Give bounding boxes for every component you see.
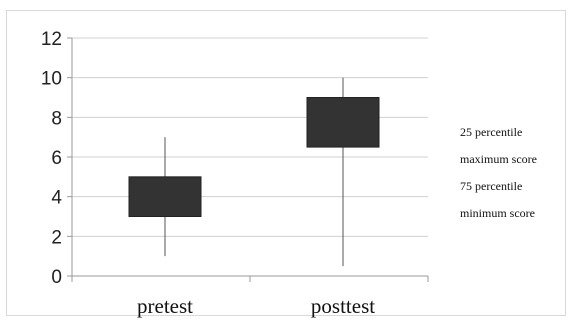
legend-entry: minimum score bbox=[460, 206, 535, 220]
y-tick-label: 8 bbox=[51, 108, 62, 129]
y-tick-labels: 0 2 4 6 8 10 12 bbox=[41, 29, 63, 288]
legend-entry: 75 percentile bbox=[460, 179, 522, 193]
y-tick-label: 4 bbox=[51, 188, 62, 209]
posttest-box bbox=[306, 97, 380, 148]
chart-frame bbox=[6, 10, 566, 316]
x-tick-label-posttest: posttest bbox=[311, 294, 375, 318]
pretest-box bbox=[128, 176, 202, 217]
legend: 25 percentile maximum score 75 percentile m… bbox=[460, 125, 537, 220]
x-tick-label-pretest: pretest bbox=[137, 294, 193, 318]
legend-entry: maximum score bbox=[460, 152, 537, 166]
y-tick-label: 6 bbox=[51, 148, 62, 169]
axes bbox=[67, 37, 429, 282]
boxes bbox=[128, 77, 380, 267]
legend-entry: 25 percentile bbox=[460, 125, 522, 139]
y-tick-label: 10 bbox=[41, 69, 62, 90]
y-tick-label: 2 bbox=[51, 227, 62, 248]
y-tick-label: 12 bbox=[41, 29, 62, 50]
x-tick-labels: pretest posttest bbox=[137, 294, 375, 318]
y-tick-label: 0 bbox=[51, 267, 62, 288]
